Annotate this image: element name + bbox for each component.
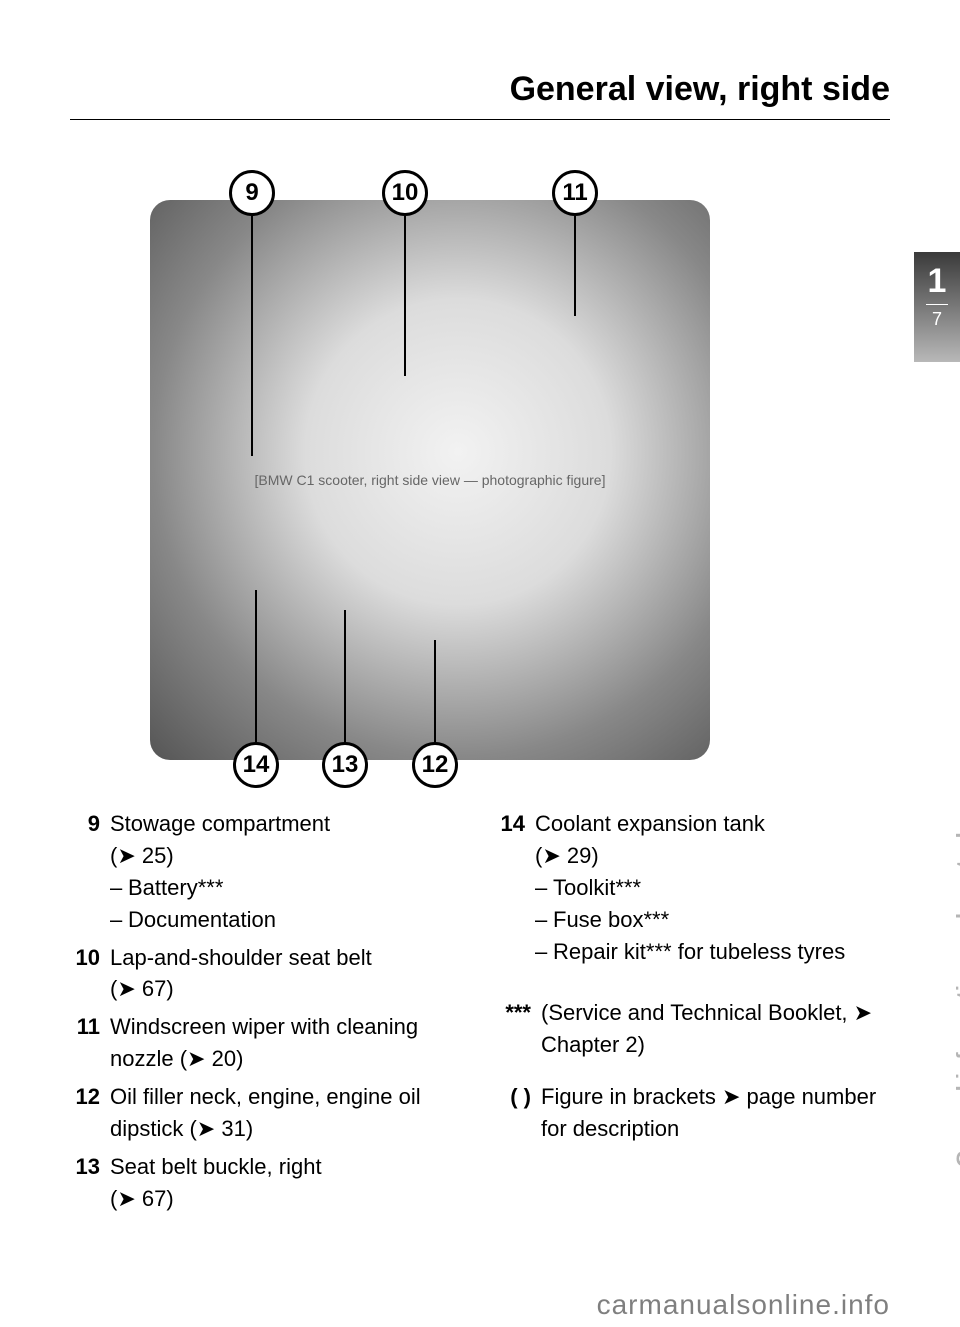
- legend-ref: (➤ 67): [110, 973, 465, 1005]
- chapter-tab-divider: [926, 304, 948, 305]
- legend-ref: (➤ 25): [110, 840, 465, 872]
- scooter-image-placeholder: [BMW C1 scooter, right side view — photo…: [150, 200, 710, 760]
- legend-subtext: Documentation: [128, 904, 276, 936]
- legend-item-11: 11Windscreen wiper with cleaning nozzle …: [70, 1011, 465, 1075]
- leader-12: [434, 640, 436, 742]
- legend-subitem: – Battery***: [110, 872, 465, 904]
- callout-14: 14: [233, 742, 279, 788]
- leader-9: [251, 216, 253, 456]
- legend-subtext: Repair kit*** for tubeless tyres: [553, 936, 845, 968]
- section-label: General information and controls: [952, 820, 960, 1167]
- reference-arrow-icon: ➤: [187, 1046, 205, 1071]
- leader-14: [255, 590, 257, 742]
- reference-arrow-icon: ➤: [117, 1186, 135, 1211]
- legend-left: 9Stowage compartment(➤ 25)– Battery***– …: [70, 808, 465, 1221]
- legend-subitem: – Repair kit*** for tubeless tyres: [535, 936, 890, 968]
- legend-text: Lap-and-shoulder seat belt: [110, 942, 465, 974]
- legend-body: Oil filler neck, engine, engine oil dips…: [110, 1081, 465, 1145]
- footnote-text: (Service and Technical Booklet, ➤ Chapte…: [541, 997, 890, 1061]
- callout-9: 9: [229, 170, 275, 216]
- chapter-tab: 1 7: [914, 252, 960, 362]
- legend-num: 12: [70, 1081, 110, 1145]
- legend-num: 9: [70, 808, 110, 936]
- reference-arrow-icon: ➤: [117, 843, 135, 868]
- figure: [BMW C1 scooter, right side view — photo…: [90, 140, 710, 788]
- legend-body: Lap-and-shoulder seat belt(➤ 67): [110, 942, 465, 1006]
- dash: –: [110, 872, 128, 904]
- legend-num: 10: [70, 942, 110, 1006]
- legend-subitem: – Toolkit***: [535, 872, 890, 904]
- legend-subitem: – Fuse box***: [535, 904, 890, 936]
- legend-text: Stowage compartment: [110, 808, 465, 840]
- legend-num: 11: [70, 1011, 110, 1075]
- legend-body: Seat belt buckle, right(➤ 67): [110, 1151, 465, 1215]
- dash: –: [535, 904, 553, 936]
- legend-text: Oil filler neck, engine, engine oil dips…: [110, 1081, 465, 1145]
- page-title: General view, right side: [70, 70, 890, 109]
- legend-text: Coolant expansion tank: [535, 808, 890, 840]
- legend-num: 13: [70, 1151, 110, 1215]
- reference-arrow-icon: ➤: [854, 1000, 872, 1025]
- footnote: ***(Service and Technical Booklet, ➤ Cha…: [495, 997, 890, 1061]
- legend-body: Coolant expansion tank(➤ 29)– Toolkit***…: [535, 808, 890, 967]
- callout-10: 10: [382, 170, 428, 216]
- legend-columns: 9Stowage compartment(➤ 25)– Battery***– …: [70, 808, 890, 1221]
- dash: –: [535, 936, 553, 968]
- legend-text: Seat belt buckle, right: [110, 1151, 465, 1183]
- reference-arrow-icon: ➤: [197, 1116, 215, 1141]
- reference-arrow-icon: ➤: [722, 1084, 740, 1109]
- legend-item-9: 9Stowage compartment(➤ 25)– Battery***– …: [70, 808, 465, 936]
- leader-11: [574, 216, 576, 316]
- legend-text: Windscreen wiper with cleaning nozzle (➤…: [110, 1011, 465, 1075]
- legend-item-10: 10Lap-and-shoulder seat belt(➤ 67): [70, 942, 465, 1006]
- watermark: carmanualsonline.info: [597, 1289, 890, 1321]
- footnote-mark: ***: [495, 997, 541, 1061]
- footnote-text: Figure in brackets ➤ page number for des…: [541, 1081, 890, 1145]
- legend-subtext: Toolkit***: [553, 872, 641, 904]
- title-rule: [70, 119, 890, 120]
- legend-subtext: Battery***: [128, 872, 223, 904]
- legend-subitem: – Documentation: [110, 904, 465, 936]
- dash: –: [535, 872, 553, 904]
- legend-body: Windscreen wiper with cleaning nozzle (➤…: [110, 1011, 465, 1075]
- legend-item-12: 12Oil filler neck, engine, engine oil di…: [70, 1081, 465, 1145]
- legend-num: 14: [495, 808, 535, 967]
- callout-13: 13: [322, 742, 368, 788]
- dash: –: [110, 904, 128, 936]
- chapter-number: 1: [928, 264, 947, 298]
- footnote-mark: ( ): [495, 1081, 541, 1145]
- leader-10: [404, 216, 406, 376]
- callout-11: 11: [552, 170, 598, 216]
- reference-arrow-icon: ➤: [117, 976, 135, 1001]
- reference-arrow-icon: ➤: [542, 843, 560, 868]
- legend-ref: (➤ 67): [110, 1183, 465, 1215]
- footnote: ( )Figure in brackets ➤ page number for …: [495, 1081, 890, 1145]
- legend-body: Stowage compartment(➤ 25)– Battery***– D…: [110, 808, 465, 936]
- legend-subtext: Fuse box***: [553, 904, 669, 936]
- callout-12: 12: [412, 742, 458, 788]
- leader-13: [344, 610, 346, 742]
- legend-item-14: 14Coolant expansion tank(➤ 29)– Toolkit*…: [495, 808, 890, 967]
- legend-right: 14Coolant expansion tank(➤ 29)– Toolkit*…: [495, 808, 890, 1221]
- legend-ref: (➤ 29): [535, 840, 890, 872]
- page-number: 7: [932, 309, 942, 330]
- legend-item-13: 13Seat belt buckle, right(➤ 67): [70, 1151, 465, 1215]
